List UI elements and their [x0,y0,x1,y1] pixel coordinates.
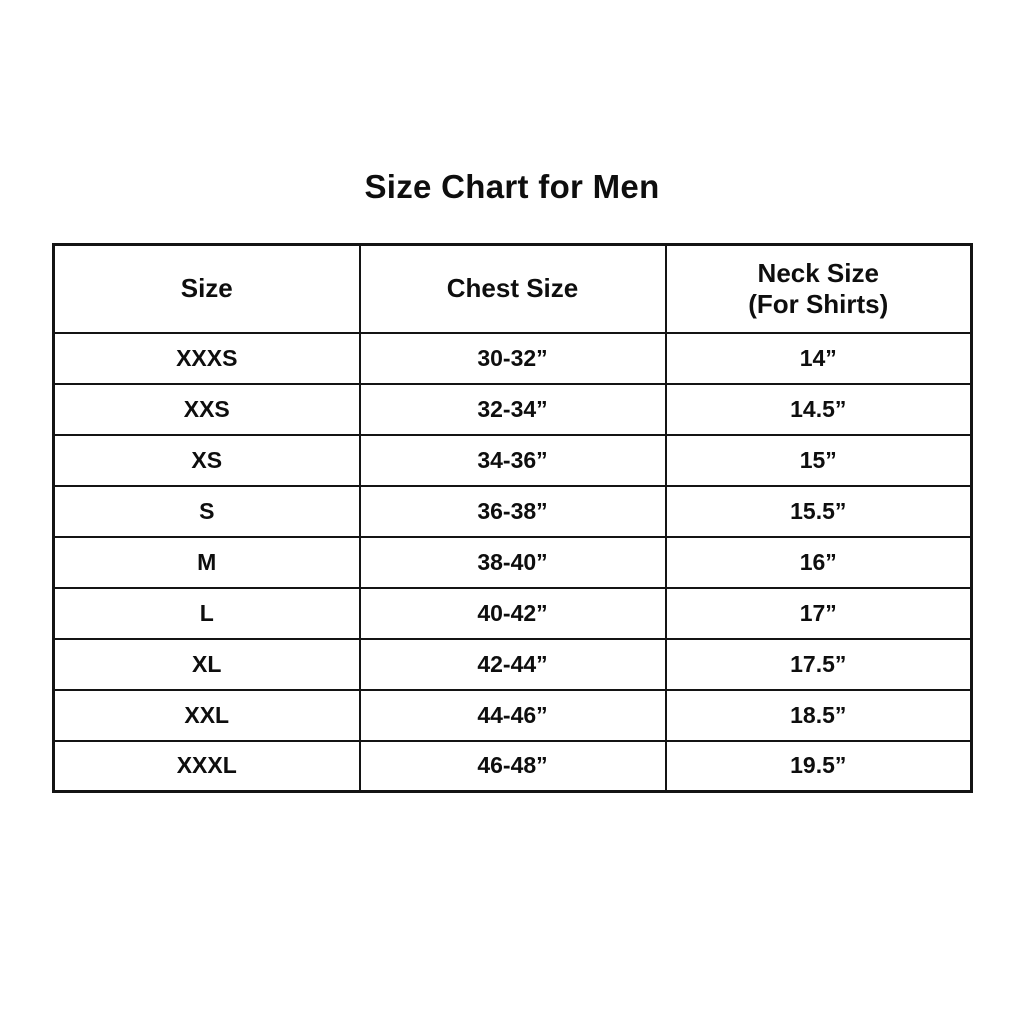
neck-size-cell: 19.5” [664,739,973,793]
neck-size-cell: 14.5” [664,382,973,436]
header-chest-size: Chest Size [358,243,667,334]
table-row: L 40-42” 17” [52,586,973,640]
header-size: Size [52,243,361,334]
neck-size-cell: 16” [664,535,973,589]
table-body: XXXS 30-32” 14” XXS 32-34” 14.5” XS 34-3… [52,331,973,793]
table-row: XXXS 30-32” 14” [52,331,973,385]
chest-size-cell: 42-44” [358,637,667,691]
neck-size-cell: 14” [664,331,973,385]
header-size-label: Size [180,273,233,304]
chest-size-cell: 30-32” [358,331,667,385]
header-row: Size Chest Size Neck Size (For Shirts) [52,243,973,334]
table-row: S 36-38” 15.5” [52,484,973,538]
header-neck-size-sublabel: (For Shirts) [748,288,889,319]
size-cell: XXXS [52,331,361,385]
neck-size-cell: 17” [664,586,973,640]
header-chest-size-label: Chest Size [446,273,579,304]
chest-size-cell: 34-36” [358,433,667,487]
size-cell: XXL [52,688,361,742]
size-chart-table: Size Chest Size Neck Size (For Shirts) X… [52,243,973,793]
chest-size-cell: 44-46” [358,688,667,742]
chest-size-cell: 32-34” [358,382,667,436]
size-cell: XL [52,637,361,691]
chest-size-cell: 38-40” [358,535,667,589]
header-neck-size-label: Neck Size [757,257,879,288]
size-cell: S [52,484,361,538]
table-row: M 38-40” 16” [52,535,973,589]
table-row: XL 42-44” 17.5” [52,637,973,691]
table-header: Size Chest Size Neck Size (For Shirts) [52,243,973,334]
size-cell: XXS [52,382,361,436]
neck-size-cell: 17.5” [664,637,973,691]
neck-size-cell: 15.5” [664,484,973,538]
table-row: XXS 32-34” 14.5” [52,382,973,436]
header-neck-size: Neck Size (For Shirts) [664,243,973,334]
table-row: XXL 44-46” 18.5” [52,688,973,742]
size-cell: XXXL [52,739,361,793]
neck-size-cell: 18.5” [664,688,973,742]
size-cell: L [52,586,361,640]
table-row: XXXL 46-48” 19.5” [52,739,973,793]
chest-size-cell: 46-48” [358,739,667,793]
chest-size-cell: 40-42” [358,586,667,640]
neck-size-cell: 15” [664,433,973,487]
chest-size-cell: 36-38” [358,484,667,538]
table-row: XS 34-36” 15” [52,433,973,487]
size-cell: M [52,535,361,589]
size-cell: XS [52,433,361,487]
page-title: Size Chart for Men [364,168,660,205]
